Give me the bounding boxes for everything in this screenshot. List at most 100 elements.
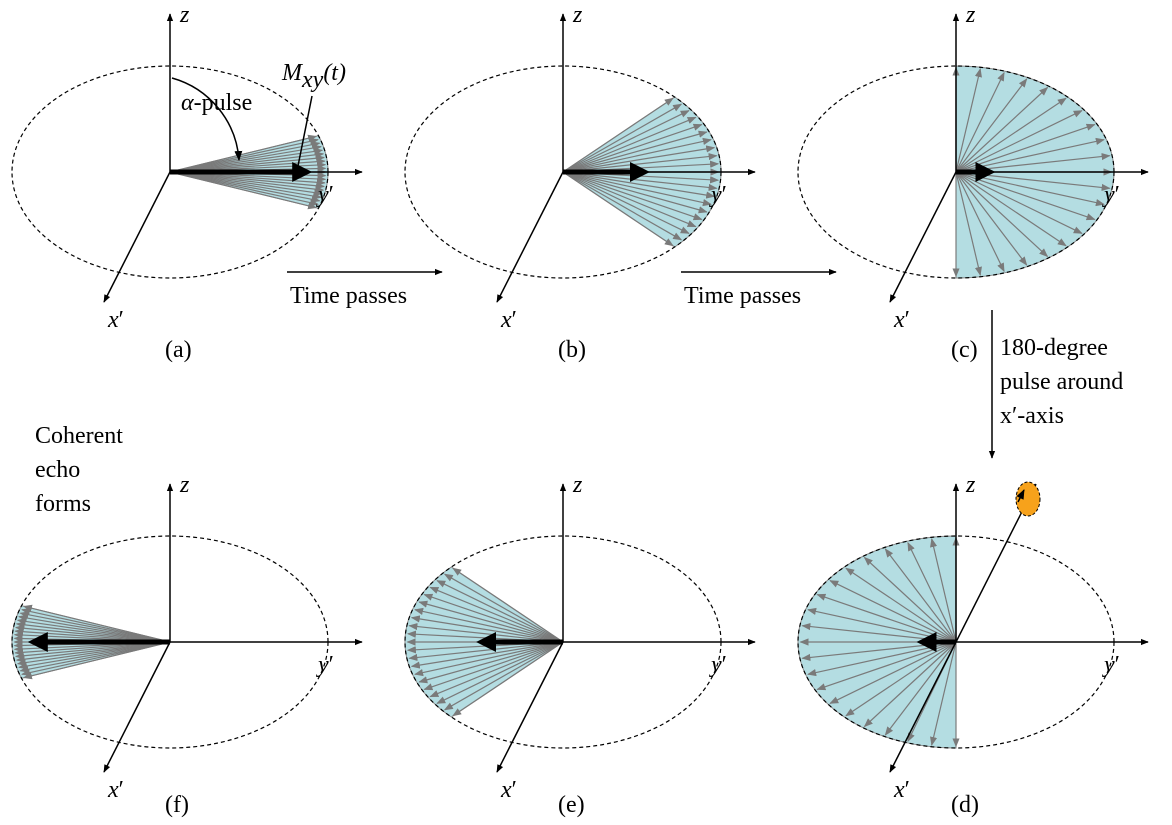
panel-d: z y′ x′ (d): [797, 472, 1149, 818]
x-axis-label: x′: [107, 777, 124, 803]
x-axis: [889, 641, 957, 773]
spin-vector: [955, 171, 1028, 266]
spin-vector: [410, 615, 564, 643]
echo-label-line1: Coherent: [35, 423, 123, 449]
echo-label-line2: echo: [35, 457, 80, 483]
spin-vector: [562, 171, 697, 228]
y-axis-label: y′: [1102, 652, 1120, 678]
spin-vector: [562, 171, 716, 199]
echo-label-line3: forms: [35, 491, 91, 517]
spin-vector: [955, 71, 1005, 173]
spin-vector: [829, 641, 957, 704]
spin-vector: [562, 103, 683, 173]
spin-vector: [562, 110, 690, 173]
y-axis-label: y′: [1102, 182, 1120, 208]
spin-vector: [907, 541, 957, 643]
spin-vector: [452, 567, 564, 643]
z-axis-label: z: [572, 472, 583, 498]
spin-vector: [452, 641, 564, 717]
spin-vector: [562, 130, 708, 173]
spin-vector: [955, 110, 1083, 173]
annotations-layer: α-pulse Mxy(t) Time passes Time passes 1…: [35, 60, 1123, 517]
x-axis: [496, 171, 564, 303]
y-axis-label: y′: [316, 182, 334, 208]
spin-vector: [436, 641, 564, 704]
x-axis-label: x′: [500, 307, 517, 333]
panel-e: z y′ x′ (e): [404, 472, 756, 818]
spin-vector: [562, 171, 708, 214]
spin-vector: [884, 641, 957, 736]
spin-vector: [169, 171, 319, 207]
x-axis-label: x′: [107, 307, 124, 333]
spin-vector: [955, 171, 1005, 273]
panel-a: z y′ x′ (a): [11, 2, 363, 363]
spin-vector: [21, 607, 171, 643]
spin-vector: [863, 641, 957, 728]
rotation-direction-icon: [1016, 489, 1025, 503]
z-axis-label: z: [965, 472, 976, 498]
spin-vector: [562, 171, 690, 234]
pulse-label-line1: 180-degree: [1000, 335, 1108, 361]
spin-vector: [955, 78, 1028, 173]
spin-vector: [930, 538, 957, 643]
spin-vector: [414, 607, 564, 643]
spin-vector: [423, 593, 564, 643]
z-axis-label: z: [179, 472, 190, 498]
x-axis: [103, 171, 171, 303]
spin-vector: [169, 171, 324, 197]
spin-vector: [562, 145, 716, 173]
spin-vector: [21, 641, 171, 677]
spin-vector: [16, 641, 171, 667]
spin-vector: [955, 171, 1083, 234]
spin-vector: [169, 171, 318, 210]
spin-vector: [16, 617, 171, 643]
spin-vector: [418, 600, 564, 643]
spin-vector: [169, 144, 322, 173]
x-axis: [103, 641, 171, 773]
spin-vector: [15, 621, 171, 643]
spin-vector: [955, 171, 982, 276]
spin-vector: [955, 97, 1067, 173]
panel-label-f: (f): [165, 792, 189, 818]
spin-vector: [562, 97, 674, 173]
z-axis-label: z: [572, 2, 583, 28]
time-passes-label-2: Time passes: [684, 283, 801, 309]
spin-vector: [562, 137, 712, 173]
spin-vector: [443, 641, 564, 711]
x-axis: [496, 641, 564, 773]
panel-b: z y′ x′ (b): [404, 2, 756, 363]
pulse-label-line3: x′-axis: [1000, 403, 1064, 429]
z-axis-label: z: [965, 2, 976, 28]
pulse-label-line2: pulse around: [1000, 369, 1123, 395]
spin-vector: [829, 580, 957, 643]
spin-vector: [414, 641, 564, 677]
spin-vector: [955, 86, 1049, 173]
mxy-leader-line: [297, 95, 313, 167]
spin-vector: [884, 548, 957, 643]
spin-vector: [562, 171, 712, 207]
spin-vector: [169, 141, 321, 173]
spin-vector: [443, 573, 564, 643]
spin-vector: [930, 641, 957, 746]
spin-vector: [22, 641, 171, 680]
spin-vector: [169, 147, 324, 173]
spin-vector: [562, 116, 697, 173]
spin-vector: [845, 641, 957, 717]
spin-vector: [562, 171, 683, 241]
spin-vector: [169, 171, 322, 200]
spin-vector: [562, 171, 674, 247]
spin-vector: [19, 641, 171, 673]
spin-vector: [562, 123, 703, 173]
spin-vector: [15, 641, 171, 663]
panel-label-c: (c): [951, 337, 978, 363]
y-axis-label: y′: [709, 652, 727, 678]
spin-vector: [18, 641, 171, 670]
spin-vector: [22, 604, 171, 643]
spin-vector: [410, 641, 564, 669]
time-passes-label-1: Time passes: [290, 283, 407, 309]
spin-vector: [418, 641, 564, 684]
spin-vector: [955, 68, 982, 173]
spin-vector: [169, 171, 325, 193]
spin-vector: [169, 171, 321, 203]
x-axis-label: x′: [893, 777, 910, 803]
